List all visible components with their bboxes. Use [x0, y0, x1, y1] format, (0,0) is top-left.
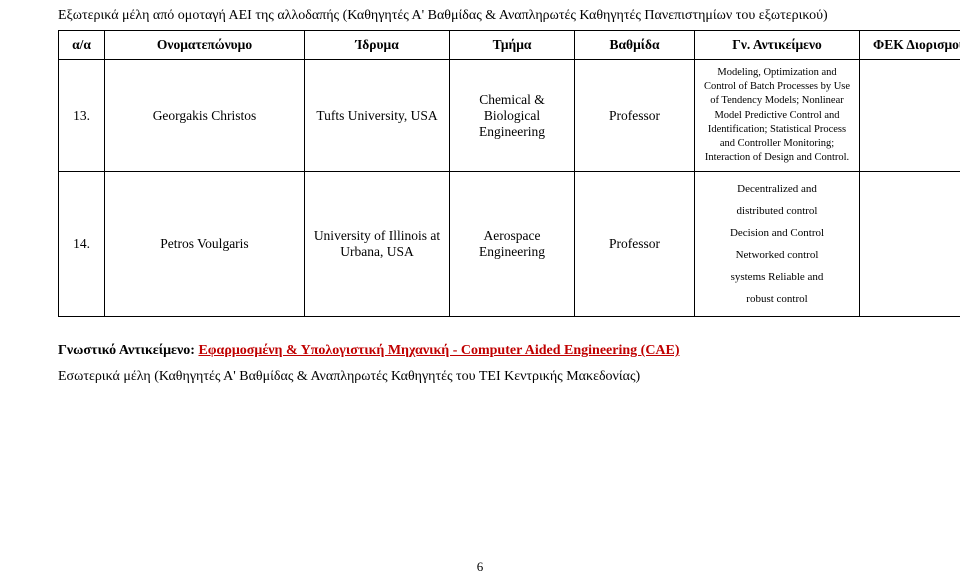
- col-header-subj: Γν. Αντικείμενο: [695, 31, 860, 60]
- cell-dept: Aerospace Engineering: [450, 172, 575, 317]
- cell-aa: 14.: [59, 172, 105, 317]
- cell-name: Petros Voulgaris: [105, 172, 305, 317]
- cell-dept: Chemical & Biological Engineering: [450, 60, 575, 172]
- subj-line: distributed control: [701, 200, 853, 222]
- cell-subject: Modeling, Optimization and Control of Ba…: [695, 60, 860, 172]
- page-number: 6: [0, 559, 960, 575]
- subject-area-line: Γνωστικό Αντικείμενο: Εφαρμοσμένη & Υπολ…: [58, 343, 902, 359]
- subj-line: robust control: [701, 288, 853, 310]
- col-header-name: Ονοματεπώνυμο: [105, 31, 305, 60]
- subj-line: Networked control: [701, 244, 853, 266]
- cell-fek: [860, 172, 960, 317]
- table-header-row: α/α Ονοματεπώνυμο Ίδρυμα Τμήμα Βαθμίδα Γ…: [59, 31, 960, 60]
- cell-aa: 13.: [59, 60, 105, 172]
- members-table: α/α Ονοματεπώνυμο Ίδρυμα Τμήμα Βαθμίδα Γ…: [58, 30, 960, 317]
- subject-area-label: Γνωστικό Αντικείμενο:: [58, 343, 198, 358]
- cell-rank: Professor: [575, 172, 695, 317]
- cell-fek: [860, 60, 960, 172]
- subj-line: Decentralized and: [701, 178, 853, 200]
- table-row: 13. Georgakis Christos Tufts University,…: [59, 60, 960, 172]
- cell-subject: Decentralized and distributed control De…: [695, 172, 860, 317]
- subject-area-value: Εφαρμοσμένη & Υπολογιστική Μηχανική - Co…: [198, 343, 679, 358]
- col-header-inst: Ίδρυμα: [305, 31, 450, 60]
- table-row: 14. Petros Voulgaris University of Illin…: [59, 172, 960, 317]
- col-header-dept: Τμήμα: [450, 31, 575, 60]
- col-header-rank: Βαθμίδα: [575, 31, 695, 60]
- internal-members-title: Εσωτερικά μέλη (Καθηγητές Α' Βαθμίδας & …: [58, 369, 902, 385]
- subj-line: systems Reliable and: [701, 266, 853, 288]
- col-header-aa: α/α: [59, 31, 105, 60]
- col-header-fek: ΦΕΚ Διορισμού: [860, 31, 960, 60]
- section-title: Εξωτερικά μέλη από ομοταγή ΑΕΙ της αλλοδ…: [58, 8, 902, 24]
- cell-inst: Tufts University, USA: [305, 60, 450, 172]
- subj-line: Decision and Control: [701, 222, 853, 244]
- cell-name: Georgakis Christos: [105, 60, 305, 172]
- cell-inst: University of Illinois at Urbana, USA: [305, 172, 450, 317]
- page: Εξωτερικά μέλη από ομοταγή ΑΕΙ της αλλοδ…: [0, 0, 960, 581]
- cell-rank: Professor: [575, 60, 695, 172]
